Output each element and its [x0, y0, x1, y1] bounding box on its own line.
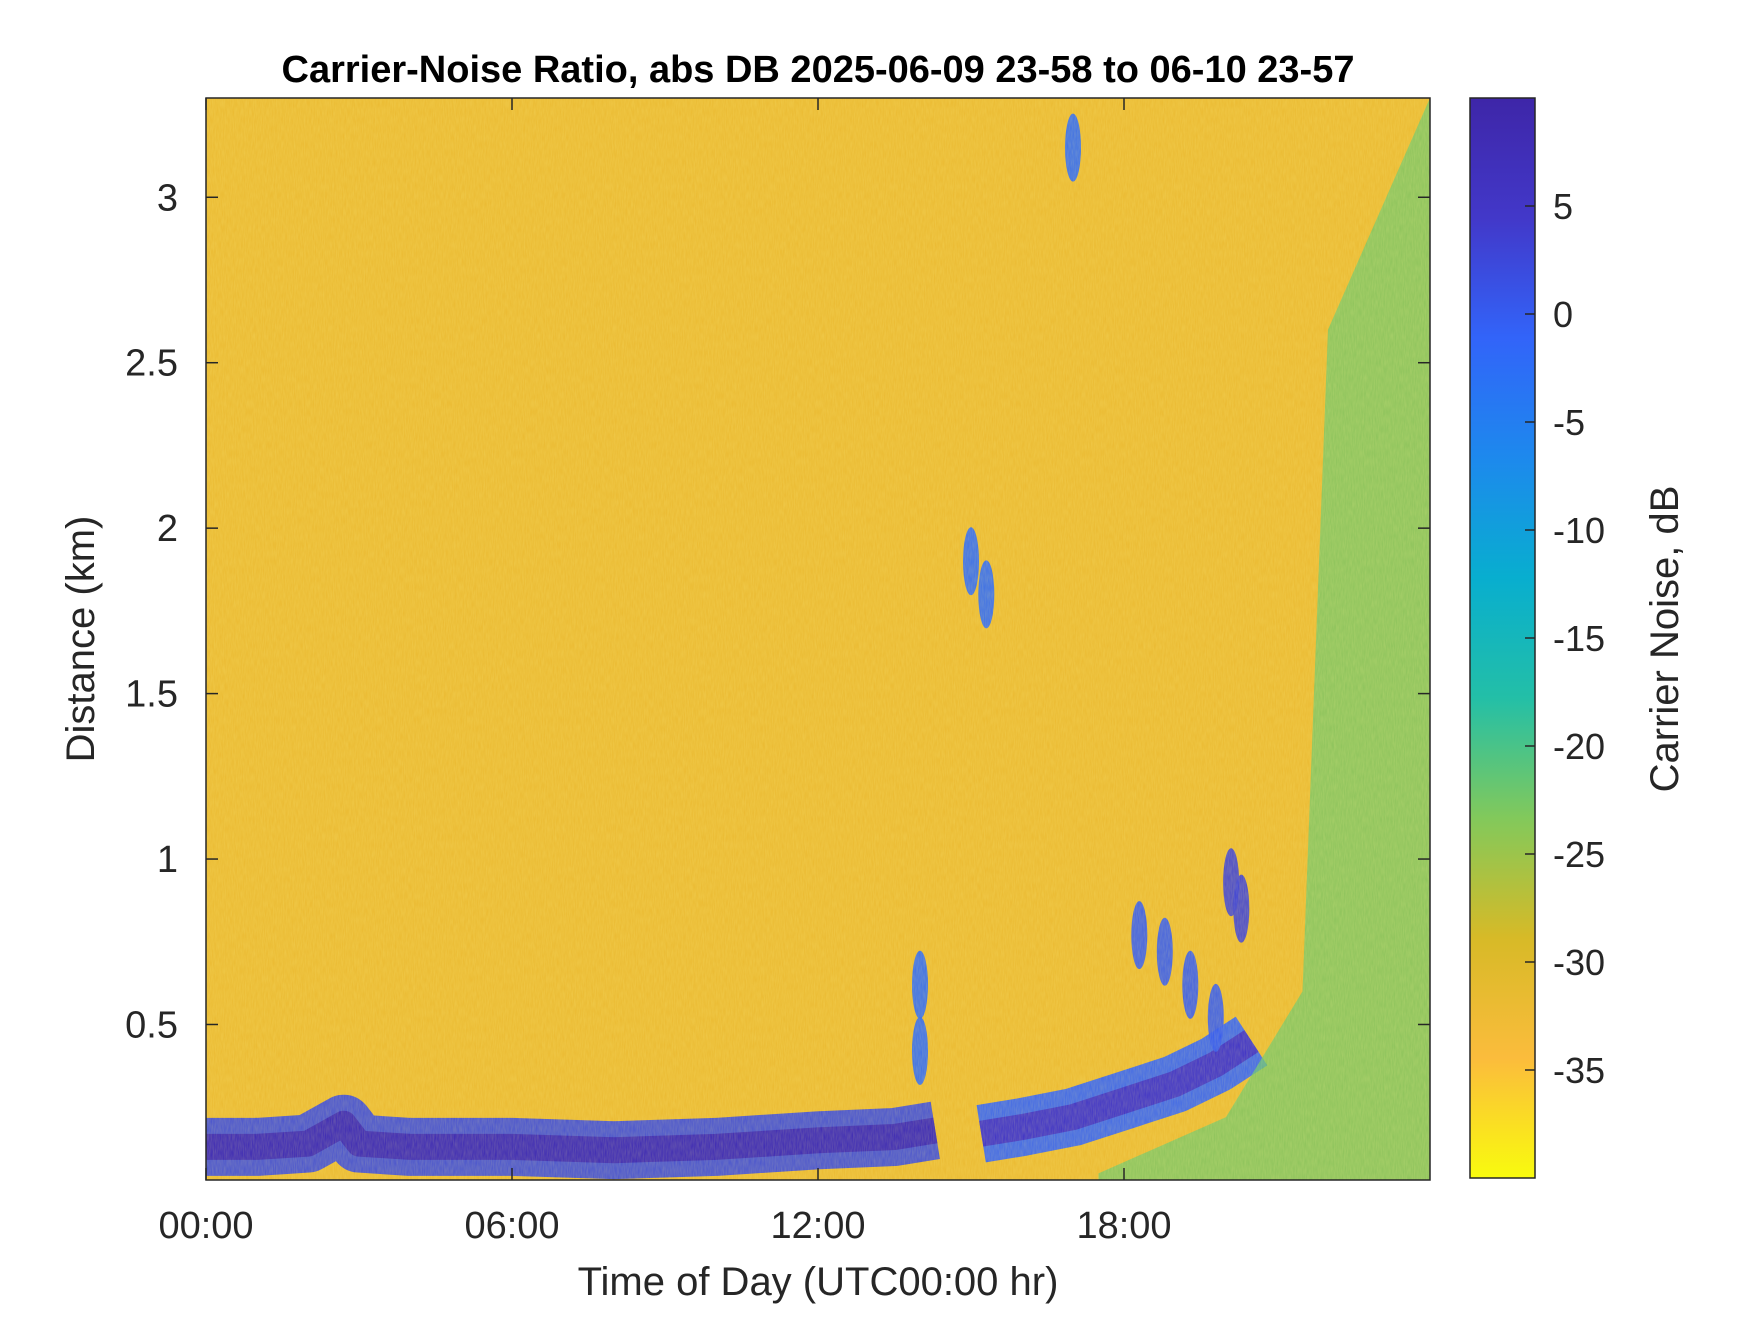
- colorbar-tick-label: -25: [1553, 834, 1605, 875]
- colorbar-axis: 5 0 -5 -10 -15 -20 -25 -30 -35: [1525, 186, 1605, 1091]
- colorbar-tick-label: -30: [1553, 942, 1605, 983]
- y-tick-label: 2.5: [125, 343, 178, 385]
- colorbar-tick-label: -10: [1553, 510, 1605, 551]
- y-axis: 0.5 1 1.5 2 2.5 3: [125, 177, 1430, 1046]
- y-tick-label: 2: [157, 508, 178, 550]
- y-tick-label: 0.5: [125, 1004, 178, 1046]
- colorbar-tick-label: 5: [1553, 186, 1573, 227]
- colorbar-tick-label: -15: [1553, 618, 1605, 659]
- heatmap-texture: [206, 98, 1430, 1180]
- y-tick-label: 1.5: [125, 674, 178, 716]
- x-axis: 00:00 06:00 12:00 18:00: [158, 98, 1172, 1247]
- colorbar-tick-label: -35: [1553, 1050, 1605, 1091]
- plot-area: [206, 98, 1430, 1180]
- x-tick-label: 06:00: [464, 1205, 559, 1247]
- y-tick-label: 1: [157, 839, 178, 881]
- colorbar-tick-label: -5: [1553, 402, 1585, 443]
- colorbar-tick-label: 0: [1553, 294, 1573, 335]
- chart-title: Carrier-Noise Ratio, abs DB 2025-06-09 2…: [282, 49, 1355, 91]
- y-tick-label: 3: [157, 177, 178, 219]
- x-axis-label: Time of Day (UTC00:00 hr): [578, 1260, 1059, 1304]
- colorbar-label: Carrier Noise, dB: [1643, 486, 1687, 793]
- x-tick-label: 00:00: [158, 1205, 253, 1247]
- y-axis-label: Distance (km): [59, 516, 103, 763]
- colorbar-tick-label: -20: [1553, 726, 1605, 767]
- x-tick-label: 12:00: [770, 1205, 865, 1247]
- x-tick-label: 18:00: [1076, 1205, 1171, 1247]
